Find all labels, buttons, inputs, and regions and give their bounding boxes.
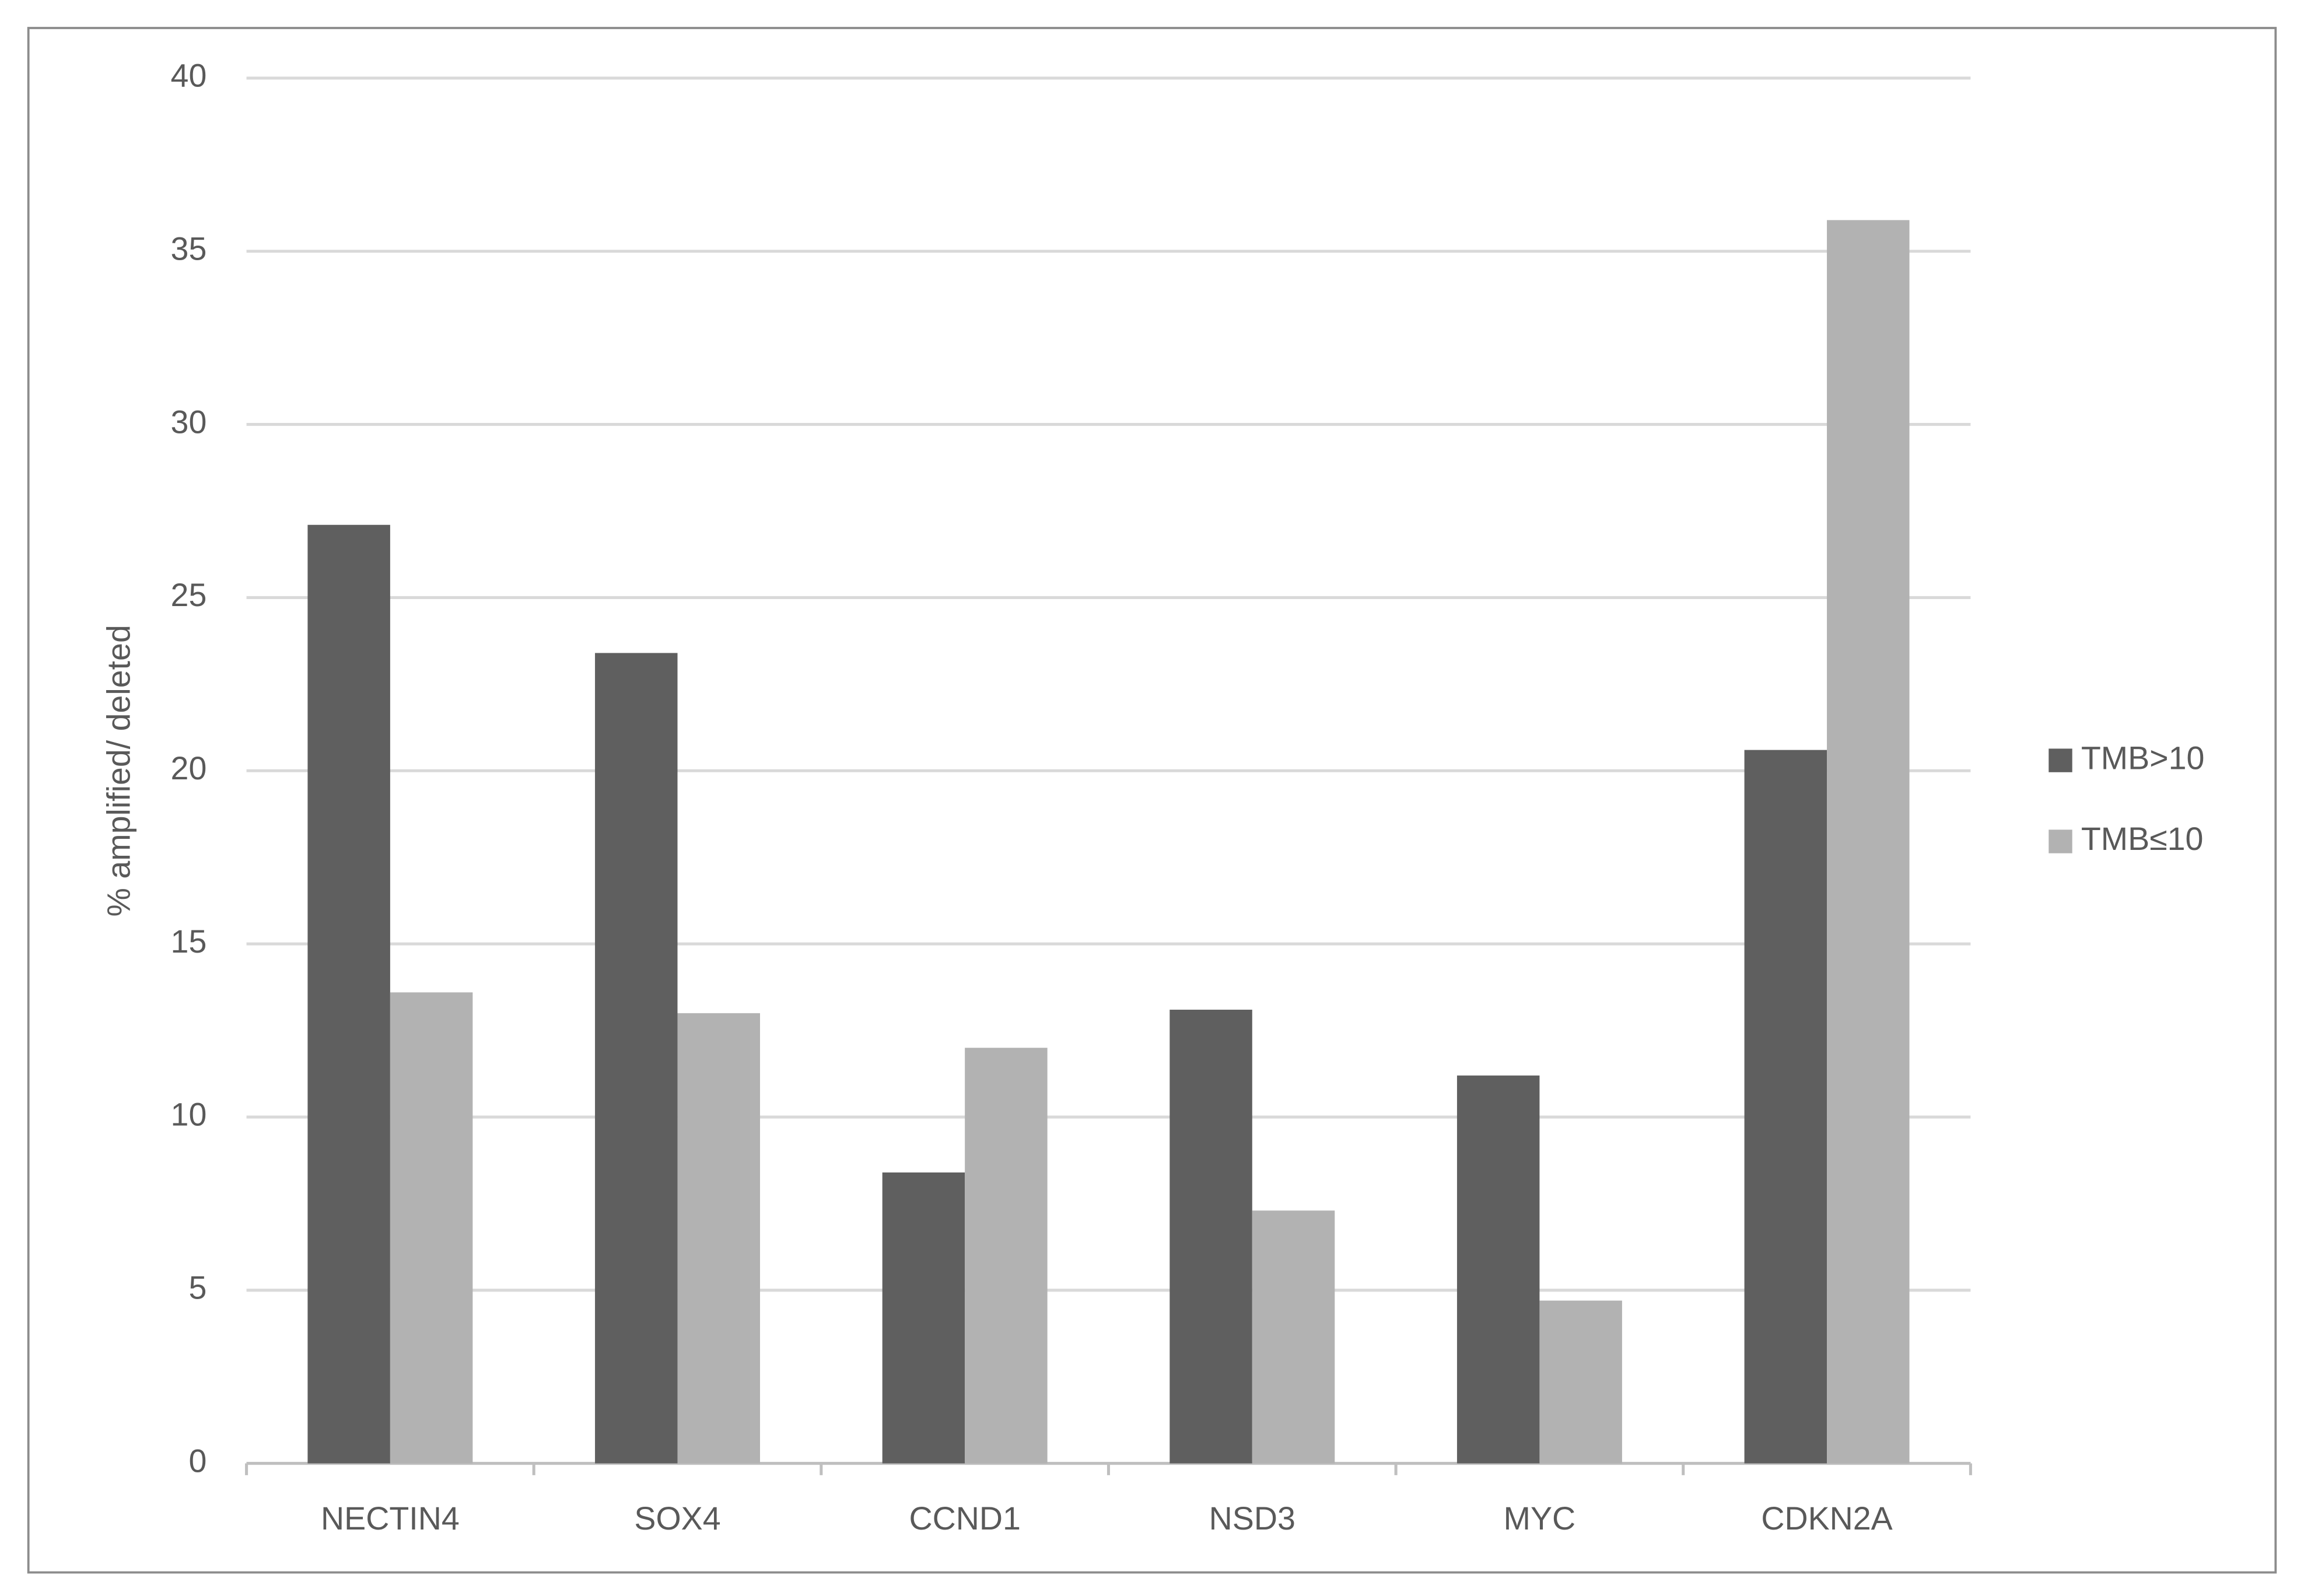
bar — [1456, 1075, 1540, 1464]
y-tick-label: 35 — [171, 230, 207, 267]
y-tick-label: 0 — [188, 1443, 206, 1479]
legend-swatch — [2049, 748, 2072, 772]
bar — [1827, 220, 1910, 1464]
bar — [677, 1013, 760, 1464]
x-tick-label: CDKN2A — [1761, 1500, 1892, 1536]
y-tick-label: 10 — [171, 1097, 207, 1133]
y-tick-label: 40 — [171, 58, 207, 94]
x-tick-label: CCND1 — [909, 1500, 1020, 1536]
bar — [882, 1172, 965, 1464]
bar — [1169, 1009, 1252, 1464]
legend-label: TMB≤10 — [2081, 821, 2204, 857]
legend-label: TMB>10 — [2081, 740, 2205, 776]
y-tick-label: 25 — [171, 577, 207, 613]
y-tick-label: 30 — [171, 404, 207, 440]
y-tick-label: 20 — [171, 750, 207, 786]
bar — [390, 992, 473, 1464]
y-axis-label: % amplified/ deleted — [101, 625, 137, 916]
x-tick-label: NECTIN4 — [321, 1500, 460, 1536]
bar — [1539, 1300, 1622, 1464]
x-tick-label: NSD3 — [1209, 1500, 1295, 1536]
bar — [965, 1048, 1048, 1464]
y-tick-label: 5 — [188, 1269, 206, 1306]
x-tick-label: SOX4 — [634, 1500, 720, 1536]
bar — [307, 524, 390, 1464]
bar — [1252, 1210, 1335, 1464]
x-tick-label: MYC — [1504, 1500, 1575, 1536]
y-tick-label: 15 — [171, 923, 207, 960]
legend-swatch — [2049, 830, 2072, 853]
bar — [595, 653, 678, 1464]
bar — [1744, 750, 1827, 1464]
